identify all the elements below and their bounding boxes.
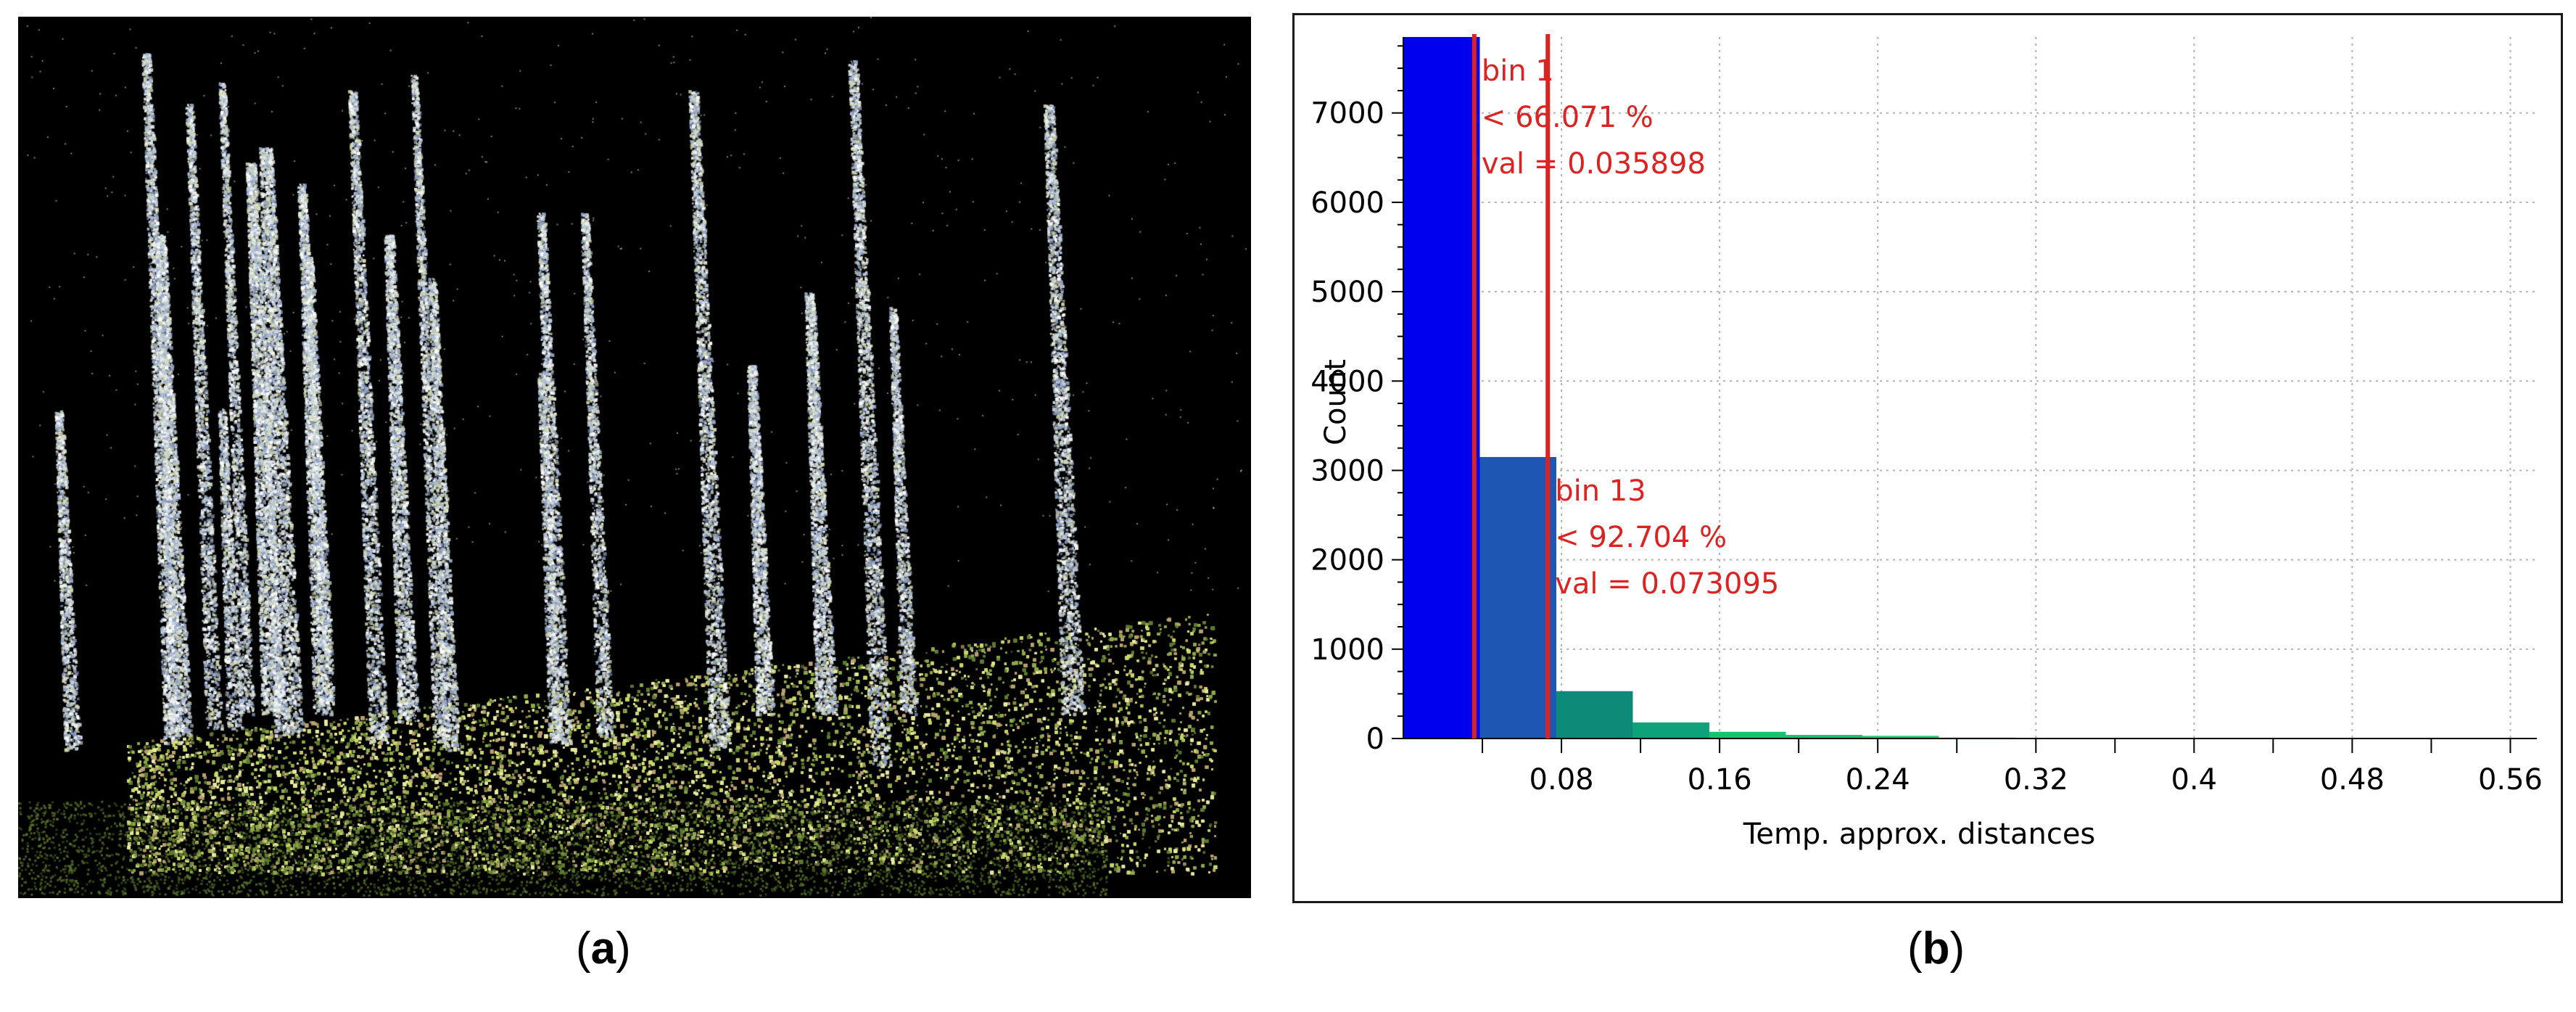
axes [1392,37,2537,753]
y-axis-title: Count [1319,359,1353,445]
panel-label-a-open: ( [576,923,591,974]
histogram-bar [1632,722,1709,739]
y-tick-label: 2000 [1310,544,1384,577]
histogram-panel: 0.08 0.16 0.24 0.32 0.4 0.48 0.56 0 1000 2000 3000… [1292,13,2563,903]
tick-labels: 0.08 0.16 0.24 0.32 0.4 0.48 0.56 0 1000 2000 3000… [1310,97,2543,797]
panel-label-b: (b) [1907,923,1965,974]
y-tick-label: 6000 [1310,186,1384,220]
panel-label-b-letter: b [1922,923,1950,974]
marker-annotation: val = 0.035898 [1482,147,1706,181]
x-tick-label: 0.24 [1846,763,1910,797]
marker-annotation: bin 13 [1555,474,1646,508]
marker-annotation: < 92.704 % [1555,521,1727,554]
marker-annotation: bin 1 [1482,54,1554,88]
y-tick-label: 5000 [1310,276,1384,309]
panel-label-b-close: ) [1949,923,1965,974]
x-tick-label: 0.32 [2004,763,2068,797]
panel-label-a: (a) [576,923,631,974]
grid [1403,37,2537,739]
x-tick-label: 0.48 [2320,763,2385,797]
markers: bin 1 < 66.071 % val = 0.035898 bin 13 < 92.… [1471,34,1779,739]
x-tick-label: 0.56 [2478,763,2543,797]
marker-annotation: < 66.071 % [1482,101,1654,134]
panel-label-b-open: ( [1907,923,1923,974]
histogram-chart: 0.08 0.16 0.24 0.32 0.4 0.48 0.56 0 1000 2000 3000… [1310,34,2543,851]
x-tick-label: 0.4 [2171,763,2218,797]
histogram-bar [1479,456,1556,739]
histogram-bar [1786,735,1862,739]
y-tick-label: 3000 [1310,454,1384,488]
panel-label-a-close: ) [616,923,631,974]
bars [1403,37,2015,739]
x-tick-label: 0.08 [1530,763,1594,797]
x-tick-label: 0.16 [1688,763,1752,797]
histogram-bar [1862,736,1939,739]
y-tick-label: 1000 [1310,633,1384,667]
point-cloud-image [18,17,1251,898]
histogram-bar [1709,731,1786,739]
histogram-bar [1403,37,1480,739]
marker-annotation: val = 0.073095 [1555,567,1779,601]
histogram-bar [1556,691,1633,739]
y-tick-label: 4000 [1310,365,1384,398]
y-tick-label: 7000 [1310,97,1384,131]
panel-label-a-letter: a [590,923,616,974]
y-tick-label: 0 [1366,723,1384,756]
x-axis-title: Temp. approx. distances [1743,818,2096,851]
